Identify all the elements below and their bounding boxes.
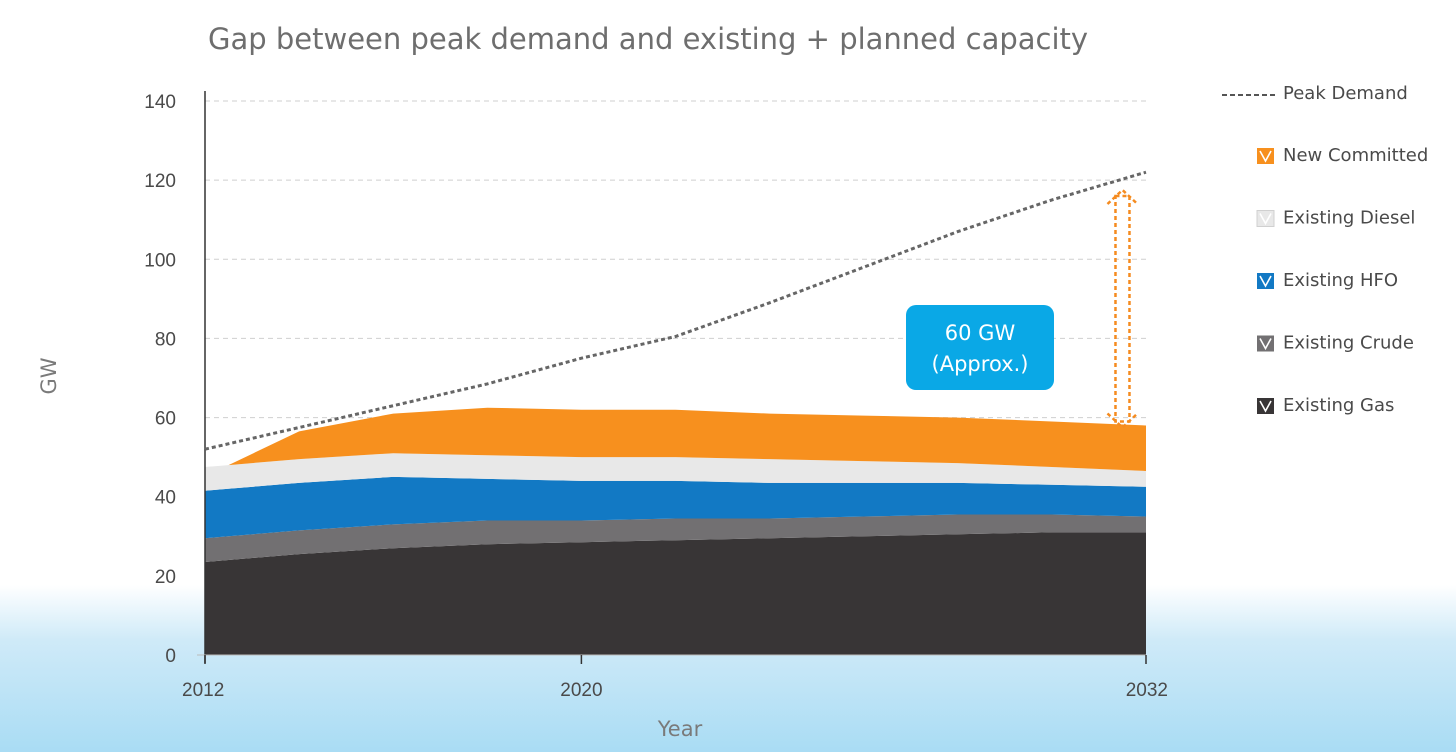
legend-existing-hfo-marker: [1259, 275, 1272, 288]
area-existing-gas: [205, 532, 1146, 655]
gap-callout-note: (Approx.): [932, 352, 1029, 376]
chart-title: Gap between peak demand and existing + p…: [208, 22, 1088, 56]
area-existing-diesel: [205, 453, 1146, 491]
x-tick-label: 2020: [560, 680, 602, 701]
annotation-layer: 60 GW (Approx.): [906, 188, 1139, 430]
area-layer: [205, 407, 1146, 655]
y-tick-label: 100: [144, 250, 176, 271]
gap-arrow-shaft: [1114, 194, 1131, 423]
area-existing-hfo: [205, 476, 1146, 539]
legend-new-committed-marker: [1259, 150, 1272, 163]
legend: Peak Demand New Committed Existing Diesel E…: [1222, 83, 1428, 416]
peak-demand-line: [204, 170, 1147, 451]
legend-existing-diesel-marker: [1259, 213, 1272, 226]
legend-existing-gas-label: Existing Gas: [1283, 395, 1394, 416]
y-tick-label: 0: [165, 646, 176, 667]
legend-new-committed-label: New Committed: [1283, 145, 1428, 166]
legend-existing-crude-label: Existing Crude: [1283, 333, 1414, 354]
y-axis-label: GW: [37, 357, 61, 394]
legend-existing-gas-marker: [1259, 400, 1272, 413]
area-new-committed: [228, 407, 1146, 471]
area-existing-crude: [205, 514, 1146, 562]
x-axis-label: Year: [657, 717, 703, 741]
x-tick-label: 2012: [182, 680, 224, 701]
x-tick-label: 2032: [1126, 680, 1168, 701]
y-tick-label: 80: [155, 329, 176, 350]
y-tick-label: 120: [144, 171, 176, 192]
y-tick-label: 40: [155, 488, 176, 509]
y-tick-label: 140: [144, 92, 176, 113]
legend-peak-demand-label: Peak Demand: [1283, 83, 1408, 104]
y-tick-label: 20: [155, 567, 176, 588]
gap-callout-value: 60 GW: [945, 321, 1016, 345]
y-tick-label: 60: [155, 409, 176, 430]
legend-existing-diesel-label: Existing Diesel: [1283, 208, 1415, 229]
legend-existing-crude-marker: [1259, 338, 1272, 351]
legend-existing-hfo-label: Existing HFO: [1283, 270, 1398, 291]
axis-layer: 0 20 40 60 80 100 120 140 2012 2020 2032: [144, 91, 1168, 701]
gap-callout-box: [906, 305, 1054, 390]
line-layer: [204, 170, 1147, 451]
